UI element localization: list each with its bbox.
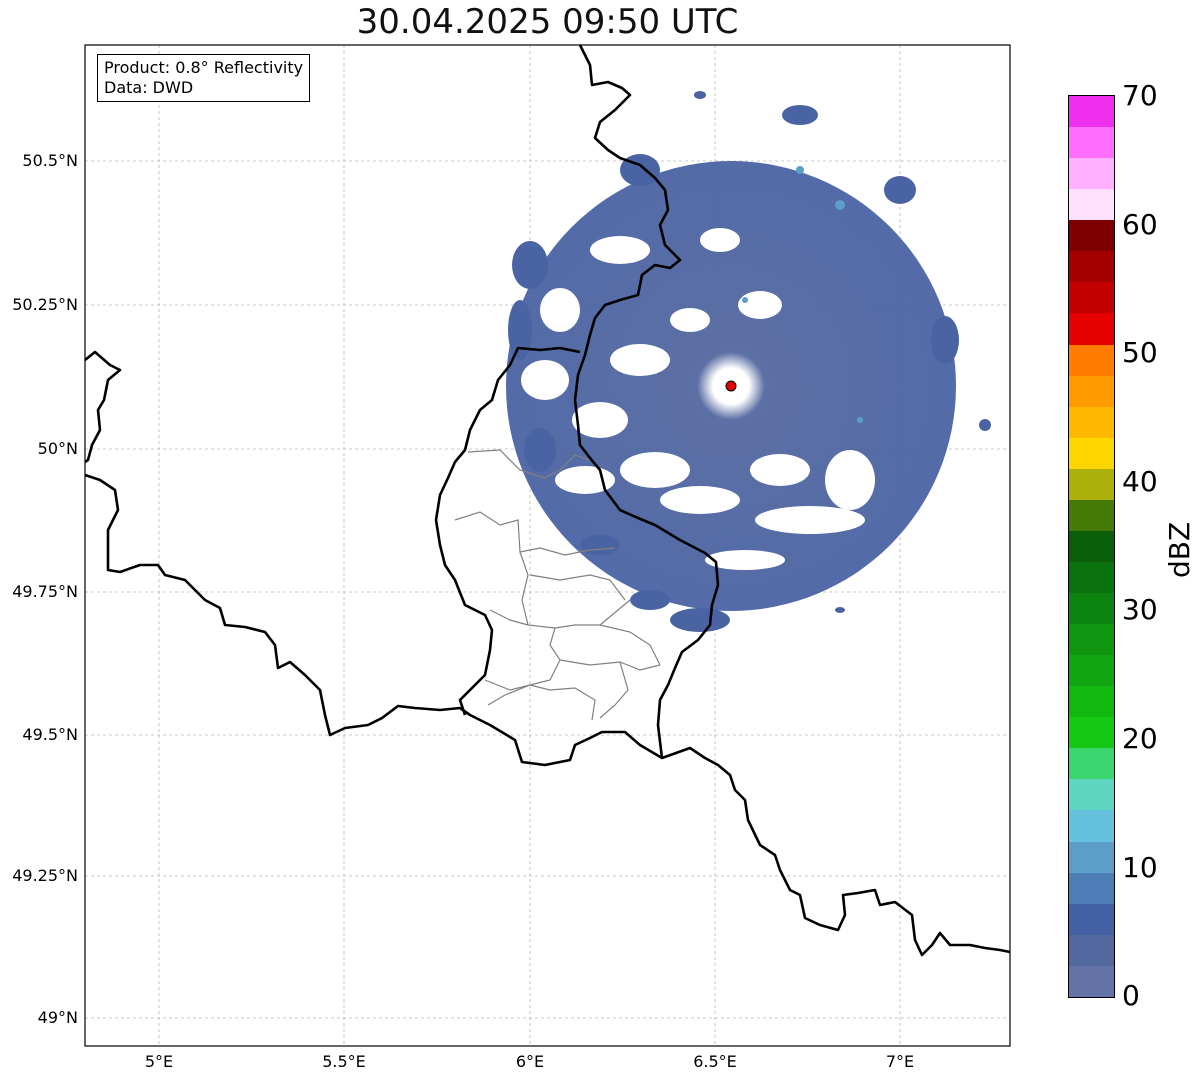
colorbar-tick-label: 10 — [1122, 851, 1158, 884]
map-title: 30.04.2025 09:50 UTC — [356, 2, 739, 42]
colorbar-segment — [1069, 344, 1114, 376]
lon-label: 7°E — [885, 1052, 915, 1071]
colorbar-segment — [1069, 624, 1114, 656]
country-borders — [84, 44, 1011, 957]
colorbar-segment — [1069, 220, 1114, 252]
colorbar-segment — [1069, 810, 1114, 842]
colorbar-segment — [1069, 96, 1114, 128]
radar-echoes — [506, 91, 991, 632]
colorbar-tick-label: 40 — [1122, 465, 1158, 498]
colorbar-segment — [1069, 872, 1114, 904]
colorbar-segment — [1069, 437, 1114, 469]
data-source-label: Data: DWD — [104, 78, 194, 97]
colorbar-segment — [1069, 903, 1114, 935]
colorbar-tick-label: 50 — [1122, 336, 1158, 369]
colorbar-segment — [1069, 934, 1114, 966]
colorbar-segment — [1069, 530, 1114, 562]
colorbar-tick-label: 30 — [1122, 593, 1158, 626]
colorbar-segment — [1069, 779, 1114, 811]
colorbar-segment — [1069, 189, 1114, 221]
product-label: Product: 0.8° Reflectivity — [104, 58, 304, 77]
lon-label: 6.5°E — [693, 1052, 737, 1071]
lat-label: 50.25°N — [12, 295, 78, 314]
lat-label: 50.5°N — [22, 151, 78, 170]
map-frame — [84, 44, 1011, 1047]
colorbar-segment — [1069, 251, 1114, 283]
colorbar-segment — [1069, 313, 1114, 345]
lat-label: 49.5°N — [22, 725, 78, 744]
colorbar-segment — [1069, 965, 1114, 997]
colorbar-segment — [1069, 748, 1114, 780]
colorbar-segment — [1069, 717, 1114, 749]
lat-label: 49.25°N — [12, 866, 78, 885]
product-info-box: Product: 0.8° Reflectivity Data: DWD — [97, 54, 311, 102]
colorbar-segment — [1069, 499, 1114, 531]
lat-label: 50°N — [37, 439, 78, 458]
colorbar-segment — [1069, 593, 1114, 625]
colorbar-segment — [1069, 375, 1114, 407]
colorbar-segment — [1069, 282, 1114, 314]
colorbar-segment — [1069, 655, 1114, 687]
canton-boundaries — [454, 449, 661, 721]
colorbar-unit-label: dBZ — [1163, 521, 1196, 578]
colorbar-tick-label: 0 — [1122, 979, 1140, 1012]
colorbar-segment — [1069, 686, 1114, 718]
lat-label: 49°N — [37, 1008, 78, 1027]
radar-site-marker — [725, 380, 737, 392]
colorbar-tick-label: 20 — [1122, 722, 1158, 755]
colorbar-segment — [1069, 158, 1114, 190]
colorbar-segment — [1069, 468, 1114, 500]
lon-label: 5.5°E — [322, 1052, 366, 1071]
colorbar-segment — [1069, 127, 1114, 159]
lon-label: 6°E — [515, 1052, 545, 1071]
lon-label: 5°E — [144, 1052, 174, 1071]
colorbar — [1068, 95, 1115, 998]
colorbar-segment — [1069, 841, 1114, 873]
colorbar-segment — [1069, 561, 1114, 593]
colorbar-segment — [1069, 406, 1114, 438]
colorbar-tick-label: 60 — [1122, 208, 1158, 241]
lat-label: 49.75°N — [12, 582, 78, 601]
colorbar-tick-label: 70 — [1122, 79, 1158, 112]
